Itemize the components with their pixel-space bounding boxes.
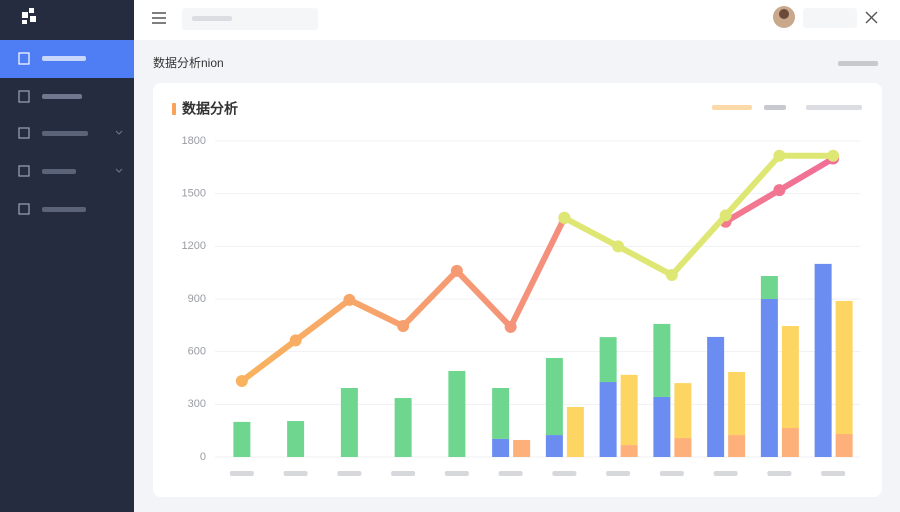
bar — [653, 396, 671, 457]
line-point — [289, 334, 302, 347]
bar — [674, 383, 692, 439]
x-tick-placeholder — [606, 471, 631, 476]
x-tick-placeholder — [767, 471, 792, 476]
x-tick-placeholder — [498, 471, 523, 476]
bar — [835, 434, 853, 457]
bar — [653, 323, 671, 397]
bar — [835, 300, 853, 435]
line-point — [558, 211, 571, 224]
y-tick-label: 0 — [200, 451, 206, 463]
x-tick-placeholder — [391, 471, 416, 476]
breadcrumb — [838, 61, 878, 66]
line — [561, 152, 837, 278]
menu-toggle[interactable] — [152, 12, 166, 24]
y-tick-label: 900 — [188, 293, 206, 305]
bar — [620, 445, 638, 457]
bar — [781, 326, 799, 429]
line-point — [773, 149, 786, 162]
bar — [287, 421, 305, 457]
avatar-hair — [779, 9, 789, 19]
user-box[interactable] — [803, 8, 857, 28]
bar — [448, 370, 466, 457]
chart-title: 数据分析 — [182, 101, 238, 117]
line-point — [450, 264, 463, 277]
x-tick-placeholder — [283, 471, 308, 476]
x-tick-placeholder — [713, 471, 738, 476]
line-point — [343, 293, 356, 306]
sidebar — [0, 0, 134, 512]
close-button[interactable] — [865, 11, 878, 24]
x-tick-placeholder — [552, 471, 577, 476]
chart-card — [153, 83, 882, 497]
title-accent — [172, 103, 176, 115]
bar — [545, 435, 563, 457]
menu-icons — [18, 52, 30, 215]
bar — [728, 372, 746, 436]
y-tick-label: 300 — [188, 398, 206, 410]
y-tick-label: 600 — [188, 346, 206, 358]
y-tick-label: 1800 — [182, 135, 206, 147]
bar — [513, 439, 531, 457]
bar — [599, 382, 617, 457]
bar — [545, 357, 563, 436]
bar — [394, 398, 412, 457]
bar — [781, 428, 799, 457]
bar — [728, 435, 746, 457]
bar — [760, 276, 778, 299]
x-tick-placeholder — [659, 471, 684, 476]
x-tick-placeholder — [229, 471, 254, 476]
line-point — [397, 320, 410, 333]
line-point — [827, 149, 840, 162]
legend-placeholder — [712, 105, 862, 110]
bar — [760, 299, 778, 457]
line-point — [665, 268, 678, 281]
x-tick-placeholder — [444, 471, 469, 476]
line-point — [504, 320, 517, 333]
bar — [340, 388, 358, 457]
bar — [620, 374, 638, 446]
search-box[interactable] — [182, 8, 318, 30]
bar — [492, 388, 510, 439]
bar — [599, 337, 617, 383]
bar — [707, 336, 725, 457]
bar — [566, 406, 584, 457]
search-placeholder — [192, 16, 232, 21]
line-point — [773, 184, 786, 197]
line-point — [235, 374, 248, 387]
menu-labels[interactable] — [42, 56, 123, 212]
page-heading: 数据分析nion — [153, 55, 224, 70]
bar — [233, 421, 251, 457]
logo — [22, 8, 36, 24]
bar — [674, 438, 692, 457]
x-tick-placeholder — [821, 471, 846, 476]
x-tick-placeholder — [337, 471, 362, 476]
bar — [492, 438, 510, 457]
y-tick-label: 1500 — [182, 188, 206, 200]
y-tick-label: 1200 — [182, 240, 206, 252]
bar — [814, 263, 832, 457]
line-point — [612, 240, 625, 253]
line-point — [719, 209, 732, 222]
